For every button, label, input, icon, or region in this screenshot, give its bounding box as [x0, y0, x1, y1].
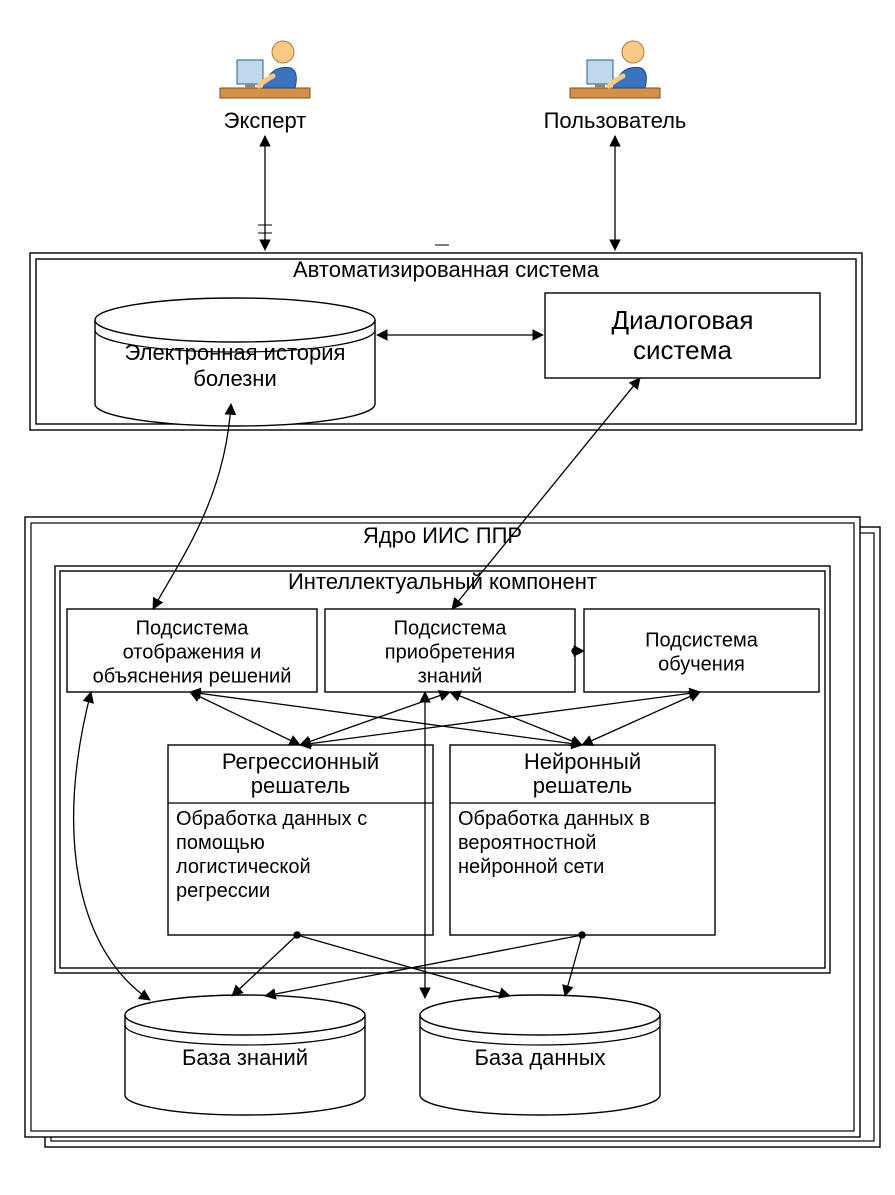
- svg-text:Регрессионный: Регрессионный: [222, 749, 379, 774]
- svg-text:обучения: обучения: [658, 654, 745, 676]
- svg-text:помощью: помощью: [176, 832, 265, 854]
- svg-text:Пользователь: Пользователь: [544, 108, 687, 133]
- svg-text:знаний: знаний: [418, 666, 483, 688]
- svg-text:База данных: База данных: [474, 1045, 605, 1070]
- svg-text:Автоматизированная система: Автоматизированная система: [293, 257, 600, 282]
- svg-text:решатель: решатель: [251, 773, 351, 798]
- svg-text:Интеллектуальный компонент: Интеллектуальный компонент: [288, 569, 597, 594]
- svg-text:объяснения решений: объяснения решений: [93, 666, 292, 688]
- svg-text:вероятностной: вероятностной: [458, 832, 596, 854]
- svg-text:База знаний: База знаний: [182, 1045, 308, 1070]
- svg-text:Ядро ИИС ППР: Ядро ИИС ППР: [363, 523, 522, 548]
- svg-text:болезни: болезни: [193, 366, 276, 391]
- svg-text:регрессии: регрессии: [176, 880, 270, 902]
- svg-text:Диалоговая: Диалоговая: [612, 305, 754, 335]
- svg-text:Подсистема: Подсистема: [394, 618, 508, 640]
- svg-text:Электронная история: Электронная история: [125, 340, 346, 365]
- svg-text:Нейронный: Нейронный: [524, 749, 641, 774]
- svg-text:отображения и: отображения и: [123, 642, 262, 664]
- svg-text:Обработка данных с: Обработка данных с: [176, 808, 367, 830]
- svg-text:система: система: [633, 335, 732, 365]
- svg-text:Эксперт: Эксперт: [224, 108, 307, 133]
- core-iis-ppr: Ядро ИИС ППР Интеллектуальный компонент По…: [25, 517, 880, 1147]
- svg-text:приобретения: приобретения: [385, 642, 515, 664]
- svg-text:Подсистема: Подсистема: [136, 618, 250, 640]
- svg-text:Подсистема: Подсистема: [645, 630, 759, 652]
- svg-text:логистической: логистической: [176, 856, 311, 878]
- svg-text:решатель: решатель: [533, 773, 633, 798]
- svg-text:нейронной сети: нейронной сети: [458, 856, 604, 878]
- svg-text:Обработка данных в: Обработка данных в: [458, 808, 650, 830]
